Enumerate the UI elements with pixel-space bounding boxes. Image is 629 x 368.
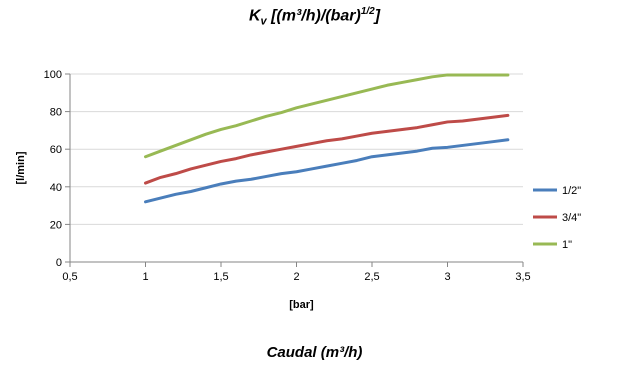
x-tick-label-0: 0,5 (62, 271, 77, 283)
y-tick-label-3: 60 (50, 144, 62, 156)
x-tick-label-2: 1,5 (213, 271, 228, 283)
title-subscript: v (260, 15, 267, 28)
x-tick-label-1: 1 (142, 271, 148, 283)
y-tick-label-2: 40 (50, 182, 62, 194)
x-tick-label-3: 2 (293, 271, 299, 283)
y-axis-label: [l/min] (15, 151, 27, 184)
x-tick-label-6: 3,5 (515, 271, 530, 283)
legend-label-1: 3/4" (562, 212, 581, 224)
legend-label-2: 1" (562, 239, 572, 251)
title-rest: [(m³/h)/(bar) (266, 7, 361, 25)
y-tick-label-4: 80 (50, 107, 62, 119)
title-superscript: 1/2 (360, 6, 375, 17)
y-tick-label-5: 100 (44, 69, 62, 81)
chart-title: Kv [(m³/h)/(bar)1/2] (0, 6, 629, 28)
series-line-2 (144, 73, 510, 159)
series-line-1 (144, 113, 510, 185)
title-close: ] (374, 7, 381, 25)
y-tick-label-1: 20 (50, 219, 62, 231)
x-axis-label: [bar] (289, 299, 314, 311)
x-tick-label-5: 3 (444, 271, 450, 283)
x-tick-label-4: 2,5 (364, 271, 379, 283)
title-main: K (248, 7, 261, 25)
legend-label-0: 1/2" (562, 185, 581, 197)
series-line-0 (144, 138, 510, 204)
y-tick-label-0: 0 (56, 257, 62, 269)
chart-subtitle: Caudal (m³/h) (266, 344, 363, 361)
